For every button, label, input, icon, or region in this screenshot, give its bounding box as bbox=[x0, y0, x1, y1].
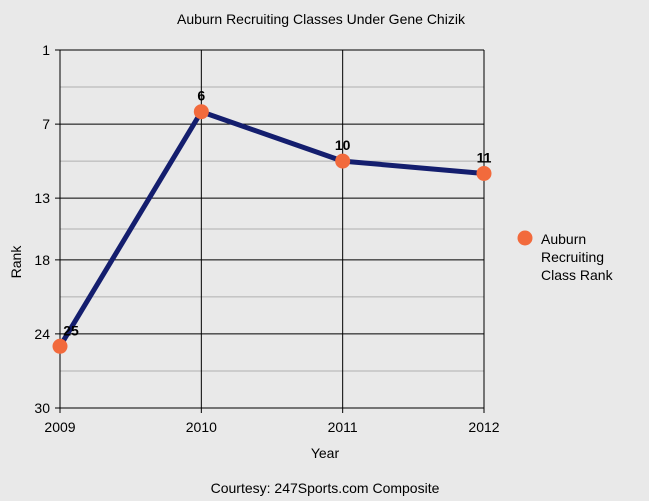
series-layer: 25 6 10 11 bbox=[52, 88, 492, 354]
x-axis-label: Year bbox=[311, 445, 340, 461]
legend-marker bbox=[517, 230, 533, 246]
y-tick-label: 7 bbox=[42, 116, 50, 132]
y-tick-label: 1 bbox=[42, 42, 50, 58]
data-label: 25 bbox=[63, 322, 79, 338]
data-point bbox=[335, 153, 351, 169]
legend: Auburn Recruiting Class Rank bbox=[517, 230, 614, 283]
y-tick-label: 24 bbox=[34, 326, 50, 342]
data-label: 6 bbox=[197, 88, 205, 104]
axes: 1 7 13 18 24 30 2009 2010 2011 2012 bbox=[34, 42, 499, 435]
legend-label: Auburn Recruiting Class Rank bbox=[541, 231, 614, 283]
data-label: 11 bbox=[477, 149, 492, 165]
legend-label-line: Auburn bbox=[541, 231, 586, 247]
legend-label-line: Recruiting bbox=[541, 249, 604, 265]
data-point bbox=[52, 338, 68, 354]
y-tick-label: 13 bbox=[34, 190, 50, 206]
chart-title: Auburn Recruiting Classes Under Gene Chi… bbox=[177, 11, 466, 27]
data-point bbox=[193, 104, 209, 120]
legend-label-line: Class Rank bbox=[541, 267, 614, 283]
data-label: 10 bbox=[335, 137, 351, 153]
x-tick-label: 2011 bbox=[328, 419, 358, 435]
x-tick-label: 2012 bbox=[468, 419, 499, 435]
x-tick-label: 2010 bbox=[186, 419, 217, 435]
y-tick-label: 18 bbox=[34, 252, 50, 268]
data-point bbox=[476, 165, 492, 181]
chart-footer: Courtesy: 247Sports.com Composite bbox=[211, 480, 440, 496]
x-tick-label: 2009 bbox=[44, 419, 75, 435]
y-tick-label: 30 bbox=[34, 400, 50, 416]
series-line bbox=[57, 109, 487, 349]
y-axis-label: Rank bbox=[8, 245, 24, 279]
